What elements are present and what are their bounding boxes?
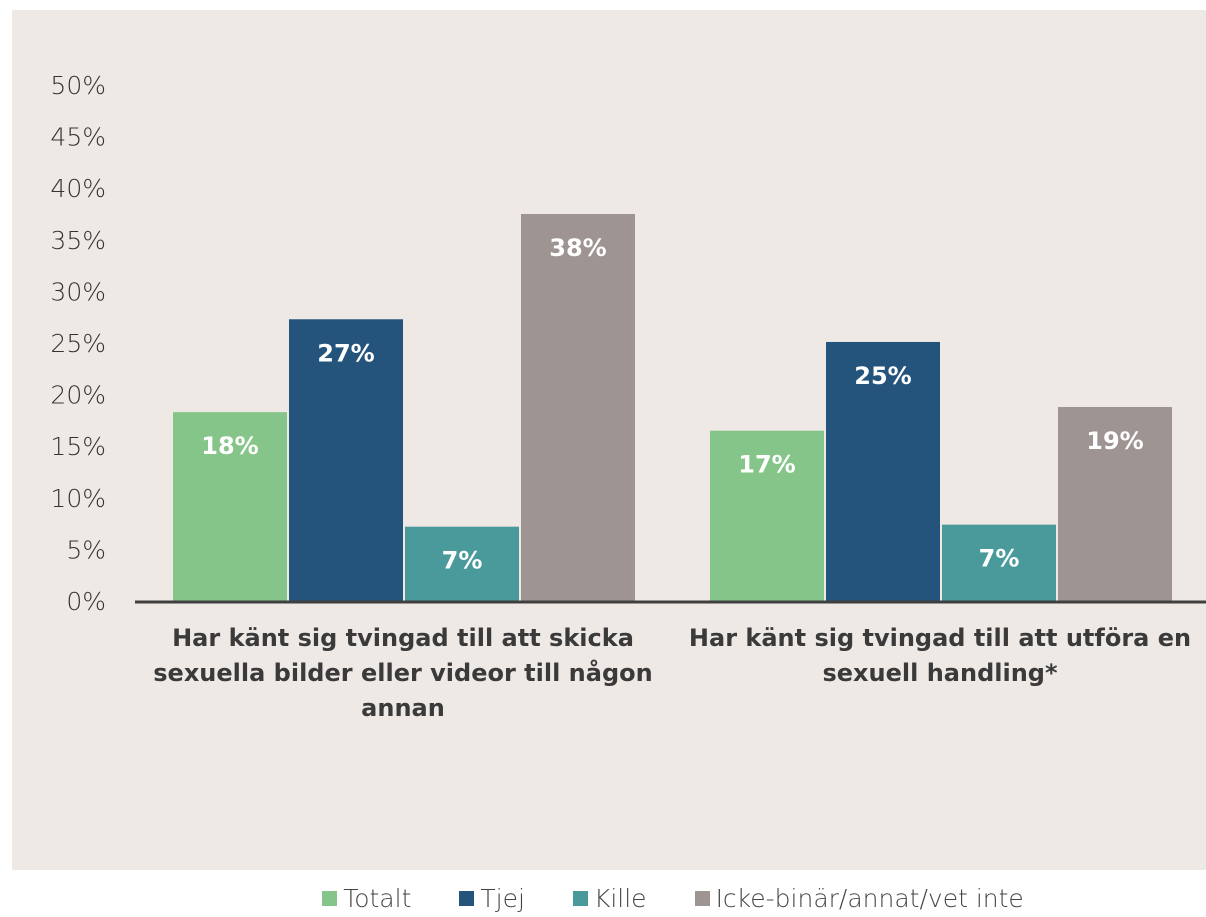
y-tick-label: 0%	[66, 587, 106, 616]
y-tick-label: 30%	[50, 277, 106, 306]
bar-icke-bin-r-annat-vet-inte	[1058, 406, 1172, 601]
y-tick-label: 40%	[50, 174, 106, 203]
bar-tjej	[289, 319, 403, 601]
legend-label: Kille	[593, 884, 647, 913]
bar-data-label: 18%	[201, 432, 258, 460]
y-tick-label: 45%	[50, 123, 106, 152]
y-tick-label: 5%	[66, 535, 106, 564]
category-label: annan	[361, 694, 445, 722]
bar-kille	[405, 526, 519, 601]
y-tick-label: 10%	[50, 484, 106, 513]
legend: Totalt Tjej Kille Icke-binär/annat/vet inte	[0, 880, 1206, 917]
bar-data-label: 7%	[979, 545, 1020, 573]
bar-data-label: 38%	[549, 234, 606, 262]
legend-label: Totalt	[343, 884, 412, 913]
legend-label: Tjej	[480, 884, 525, 913]
y-tick-label: 20%	[50, 381, 106, 410]
bar-data-label: 25%	[854, 362, 911, 390]
bar-chart: 0% 5% 10% 15% 20% 25% 30% 35% 40% 45% 50% 18% 27% 7%…	[50, 71, 1206, 722]
bar-tjej	[826, 341, 940, 601]
y-tick-label: 35%	[50, 226, 106, 255]
bar-totalt	[173, 412, 287, 601]
bar-data-label: 27%	[317, 339, 374, 367]
legend-item: Kille	[572, 884, 647, 913]
y-tick-label: 25%	[50, 329, 106, 358]
legend-item: Tjej	[459, 884, 525, 913]
category-label: Har känt sig tvingad till att utföra en	[689, 624, 1191, 652]
legend-item: Totalt	[322, 884, 411, 913]
bar-data-label: 7%	[442, 547, 483, 575]
y-tick-label: 15%	[50, 432, 106, 461]
legend-swatch	[694, 891, 710, 906]
legend-swatch	[322, 891, 338, 906]
bars	[173, 214, 1172, 601]
bar-data-labels: 18% 27% 7% 38% 17% 25% 7% 19%	[201, 234, 1143, 575]
y-axis-ticks: 0% 5% 10% 15% 20% 25% 30% 35% 40% 45% 50%	[50, 71, 106, 616]
legend-label: Icke-binär/annat/vet inte	[715, 884, 1024, 913]
bar-kille	[942, 524, 1056, 601]
bar-icke-bin-r-annat-vet-inte	[521, 214, 635, 601]
category-labels: Har känt sig tvingad till att skicka sexu…	[153, 624, 1191, 722]
legend-swatch	[572, 891, 588, 906]
category-label: sexuell handling*	[822, 659, 1057, 687]
bar-data-label: 17%	[738, 451, 795, 479]
category-label: Har känt sig tvingad till att skicka	[172, 624, 634, 652]
legend-item: Icke-binär/annat/vet inte	[694, 884, 1024, 913]
y-tick-label: 50%	[50, 71, 106, 100]
category-label: sexuella bilder eller videor till någon	[153, 658, 652, 687]
legend-swatch	[459, 891, 475, 906]
bar-totalt	[710, 430, 824, 601]
bar-data-label: 19%	[1086, 427, 1143, 455]
